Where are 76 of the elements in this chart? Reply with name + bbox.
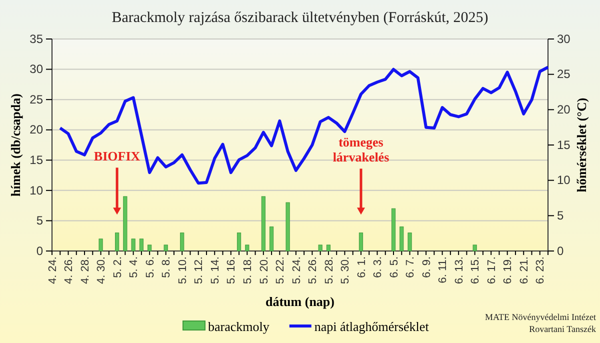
x-tick-label: 5. 2. [112,256,124,278]
bar [286,202,290,252]
y2-tick-label: 25 [557,67,571,82]
line-series [58,66,550,185]
x-tick-label: 4. 30. [96,256,108,284]
x-tick-label: 5. 26. [307,256,320,284]
bar [326,244,331,252]
bar [131,238,136,252]
x-tick-label: 6. 21. [518,256,530,284]
x-tick-label: 5. 18. [242,256,254,284]
x-tick-label: 6. 17. [486,256,498,284]
bar [261,196,266,252]
y-tick-label: 20 [30,122,44,137]
y2-tick-label: 15 [557,138,571,152]
bar [123,196,128,252]
y2-axis-title: hőmérséklet (°C) [574,98,589,192]
y-tick-label: 5 [36,214,44,228]
x-tick-label: 6. 11. [437,256,450,284]
x-tick-label: 5. 30. [340,256,352,284]
bar [358,232,364,252]
y-axis-title: hímek (db/csapda) [8,94,23,196]
x-tick-label: 4. 24. [46,256,59,284]
y-tick-label: 35 [30,32,44,46]
y-tick-label: 15 [30,152,44,167]
y2-tick-label: 0 [557,244,564,258]
bar [180,232,184,252]
x-tick-label: 6. 9. [420,256,433,278]
x-axis-title: dátum (nap) [266,294,334,309]
y-tick-label: 30 [30,62,44,76]
x-tick-label: 6. 1. [356,256,368,278]
x-tick-label: 5. 4. [128,256,140,278]
bar [98,238,103,252]
x-tick-label: 6. 13. [453,256,466,284]
bar [472,244,477,252]
x-tick-label: 5. 14. [209,256,222,284]
x-tick-label: 4. 26. [63,256,76,284]
y-tick-label: 25 [30,92,44,106]
x-tick-label: 5. 24. [290,256,303,284]
bar [269,226,274,252]
x-tick-label: 6. 19. [502,256,514,284]
bar [115,232,120,252]
bar [164,244,168,252]
x-tick-label: 5. 28. [323,256,336,284]
x-tick-label: 6. 7. [404,256,417,278]
y2-tick-label: 20 [557,102,571,117]
bar [148,244,152,252]
x-tick-label: 5. 22. [274,256,287,284]
x-tick-label: 6. 5. [388,256,400,278]
x-tick-label: 5. 16. [226,256,238,284]
x-tick-label: 5. 12. [193,256,206,284]
x-tick-label: 5. 10. [176,256,189,284]
y2-tick-label: 5 [557,208,564,223]
bar [400,226,404,252]
y-tick-label: 0 [36,244,44,258]
x-tick-label: 5. 8. [160,256,173,278]
text: MATE Növényvédelmi Intézet Rovartani Tanszék [485,312,596,334]
bar [245,244,250,252]
x-tick-label: 6. 15. [470,256,482,284]
y2-tick-label: 30 [557,32,571,46]
bar [236,232,242,252]
bar [391,208,396,252]
x-tick-label: 5. 6. [144,256,156,278]
x-tick-label: 6. 23. [534,256,547,284]
x-tick-label: 6. 3. [372,256,384,278]
legend-label: barackmoly [208,319,270,334]
legend-label: napi átlaghőmérséklet [314,319,430,334]
x-tick-label: 5. 20. [258,256,270,284]
annotation: BIOFIX [94,148,141,164]
x-tick-label: 4. 28. [79,256,92,284]
chart-title: Barackmoly rajzása őszibarack ültetvényben (Forráskút, 2025) [112,10,488,26]
y2-tick-label: 10 [557,173,571,188]
bar [139,238,144,252]
annotation: tömeges lárvakelés [332,134,390,165]
y-tick-label: 10 [30,183,44,198]
bar [408,232,412,252]
bar [318,244,322,252]
